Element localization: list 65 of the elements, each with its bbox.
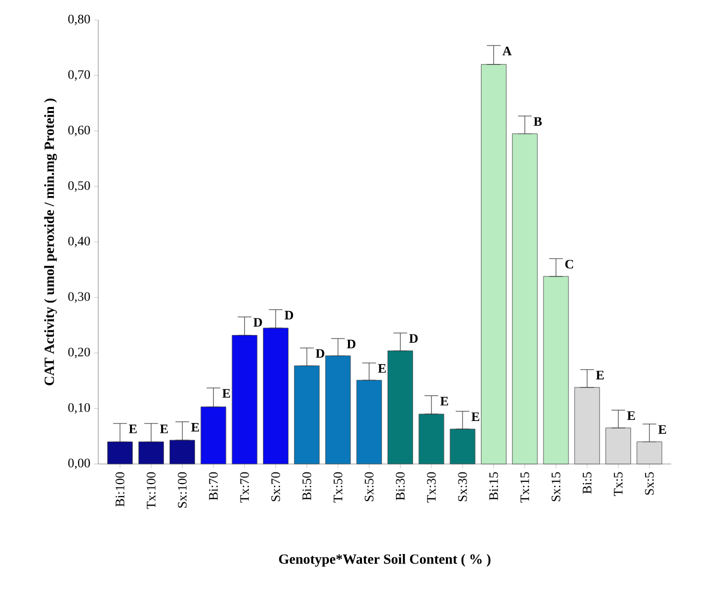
bar [636, 442, 662, 464]
y-tick-label: 0,40 [68, 236, 90, 248]
annotation: E [627, 411, 635, 420]
x-tick-label: Tx:50 [334, 472, 342, 502]
bar [543, 276, 569, 464]
annotation: B [534, 117, 542, 126]
x-tick-label: Tx:100 [146, 472, 156, 509]
x-tick-label: Tx:30 [427, 472, 436, 502]
annotation: E [222, 389, 230, 398]
x-tick-label: Bi:100 [116, 472, 124, 507]
annotation: D [316, 349, 324, 358]
bar [262, 328, 288, 464]
bar [138, 442, 164, 464]
annotation: E [191, 423, 199, 432]
x-tick-label: Sx:70 [271, 472, 280, 502]
annotation: E [658, 425, 666, 434]
x-axis-title: Genotype*Water Soil Content ( % ) [279, 554, 490, 567]
annotation: E [160, 424, 168, 434]
y-tick-label: 0,70 [68, 70, 90, 81]
x-tick-label: Sx:15 [552, 472, 560, 502]
y-tick-label: 0,60 [68, 126, 90, 136]
bar [107, 442, 133, 464]
y-tick-label: 0,30 [68, 292, 90, 303]
x-tick-label: Bi:15 [489, 472, 498, 500]
bar [512, 134, 538, 464]
bar [232, 334, 258, 464]
annotation: E [378, 364, 386, 373]
x-tick-label: Sx:50 [364, 472, 374, 502]
annotation: E [440, 396, 448, 406]
bar [170, 440, 196, 464]
bar [388, 350, 414, 464]
annotation: D [253, 318, 262, 327]
bar [574, 387, 600, 464]
bar [200, 406, 226, 464]
y-tick-label: 0,10 [68, 403, 90, 414]
annotation: E [471, 412, 480, 421]
y-tick-label: 0,50 [68, 181, 90, 192]
x-tick-label: Sx:100 [178, 472, 187, 508]
x-tick-label: Bi:30 [396, 472, 405, 500]
bar [294, 366, 320, 464]
x-tick-label: Tx:70 [240, 472, 249, 502]
annotation: D [346, 340, 356, 348]
x-tick-label: Sx:5 [645, 472, 654, 495]
y-tick-label: 0,20 [68, 348, 90, 358]
y-tick-label: 0,80 [68, 14, 90, 26]
bar [450, 428, 476, 464]
bar [606, 428, 632, 464]
annotation: D [409, 334, 418, 343]
bar [480, 64, 506, 464]
bar [418, 414, 444, 464]
x-tick-label: Tx:15 [520, 472, 530, 502]
x-tick-label: Sx:30 [458, 472, 467, 502]
annotation: D [284, 310, 294, 320]
x-tick-label: Bi:5 [582, 472, 592, 494]
y-tick-label: 0,00 [68, 458, 90, 470]
annotation: E [128, 424, 137, 434]
bar [325, 356, 351, 464]
y-axis-title: CAT Activity ( umol peroxide / min.mg Protein ) [44, 98, 57, 386]
annotation: A [502, 46, 512, 56]
annotation: C [565, 260, 574, 269]
annotation: E [596, 370, 604, 380]
x-tick-label: Tx:5 [614, 472, 623, 496]
bar [356, 380, 382, 464]
x-tick-label: Bi:50 [302, 472, 312, 500]
x-tick-label: Bi:70 [209, 472, 218, 500]
